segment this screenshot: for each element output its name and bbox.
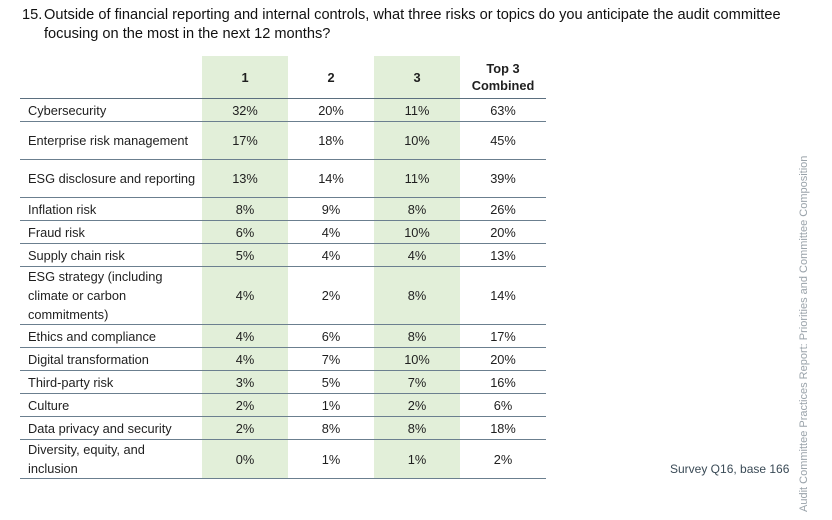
rank-1-value: 17% [202,121,288,160]
rank-2-value: 4% [288,243,374,267]
header-label-column [20,56,202,99]
top3-combined-value: 17% [460,324,546,348]
rank-1-value: 6% [202,220,288,244]
rank-3-value: 11% [374,159,460,198]
top3-combined-value: 6% [460,393,546,417]
rank-3-value: 8% [374,266,460,325]
table-row: Diversity, equity, and inclusion 0% 1% 1% 2% [20,439,546,479]
rank-1-value: 2% [202,416,288,440]
top3-combined-value: 20% [460,347,546,371]
table-row: ESG strategy (including climate or carbo… [20,266,546,325]
rank-2-value: 14% [288,159,374,198]
rank-3-value: 8% [374,416,460,440]
rank-1-value: 2% [202,393,288,417]
row-label: Third-party risk [20,370,202,394]
table-row: Supply chain risk 5% 4% 4% 13% [20,243,546,267]
rank-1-value: 8% [202,197,288,221]
row-label: Digital transformation [20,347,202,371]
row-label: Enterprise risk management [20,121,202,160]
row-label: ESG strategy (including climate or carbo… [20,266,202,325]
top3-combined-value: 39% [460,159,546,198]
rank-1-value: 32% [202,98,288,122]
table-row: Fraud risk 6% 4% 10% 20% [20,220,546,244]
row-label: Ethics and compliance [20,324,202,348]
rank-2-value: 6% [288,324,374,348]
table-row: Cybersecurity 32% 20% 11% 63% [20,98,546,122]
table-header-row: 1 2 3 Top 3 Combined [20,56,546,99]
header-rank-2: 2 [327,69,335,85]
top3-combined-value: 18% [460,416,546,440]
row-label: Diversity, equity, and inclusion [20,439,202,479]
survey-source-note: Survey Q16, base 166 [670,462,790,476]
rank-1-value: 0% [202,439,288,479]
row-label: Data privacy and security [20,416,202,440]
top3-combined-value: 63% [460,98,546,122]
rank-3-value: 4% [374,243,460,267]
top3-combined-value: 26% [460,197,546,221]
rank-2-value: 2% [288,266,374,325]
top3-combined-value: 14% [460,266,546,325]
rank-2-value: 4% [288,220,374,244]
table-row: Culture 2% 1% 2% 6% [20,393,546,417]
table-row: Inflation risk 8% 9% 8% 26% [20,197,546,221]
table-row: Enterprise risk management 17% 18% 10% 45% [20,121,546,160]
row-label: Fraud risk [20,220,202,244]
rank-3-value: 1% [374,439,460,479]
rank-1-value: 3% [202,370,288,394]
rank-3-value: 10% [374,121,460,160]
rank-3-value: 8% [374,324,460,348]
row-label: Inflation risk [20,197,202,221]
rank-3-value: 10% [374,347,460,371]
row-label: ESG disclosure and reporting [20,159,202,198]
table-row: Digital transformation 4% 7% 10% 20% [20,347,546,371]
rank-2-value: 1% [288,439,374,479]
rank-2-value: 18% [288,121,374,160]
rank-2-value: 5% [288,370,374,394]
rank-2-value: 9% [288,197,374,221]
rank-3-value: 11% [374,98,460,122]
rank-1-value: 4% [202,347,288,371]
top3-combined-value: 20% [460,220,546,244]
rank-1-value: 5% [202,243,288,267]
rank-2-value: 8% [288,416,374,440]
rank-2-value: 20% [288,98,374,122]
rank-2-value: 1% [288,393,374,417]
rank-2-value: 7% [288,347,374,371]
rank-1-value: 13% [202,159,288,198]
row-label: Supply chain risk [20,243,202,267]
rank-3-value: 2% [374,393,460,417]
rank-1-value: 4% [202,266,288,325]
top3-combined-value: 13% [460,243,546,267]
rank-1-value: 4% [202,324,288,348]
row-label: Culture [20,393,202,417]
question-text: Outside of financial reporting and inter… [44,7,781,42]
top3-combined-value: 16% [460,370,546,394]
question-number: 15. [22,7,43,23]
row-label: Cybersecurity [20,98,202,122]
rank-3-value: 7% [374,370,460,394]
rank-3-value: 8% [374,197,460,221]
top3-combined-value: 45% [460,121,546,160]
top3-combined-value: 2% [460,439,546,479]
header-top3-combined: Top 3 Combined [471,61,535,93]
rank-3-value: 10% [374,220,460,244]
results-table: 1 2 3 Top 3 Combined Cybersecurity 32% 20% 1… [20,56,546,479]
table-row: Third-party risk 3% 5% 7% 16% [20,370,546,394]
header-rank-3: 3 [413,69,421,85]
report-side-title: Audit Committee Practices Report: Priori… [798,155,810,512]
header-rank-1: 1 [241,69,249,85]
table-row: Data privacy and security 2% 8% 8% 18% [20,416,546,440]
table-row: ESG disclosure and reporting 13% 14% 11% 39% [20,159,546,198]
question-heading: 15. Outside of financial reporting and i… [22,6,802,44]
table-row: Ethics and compliance 4% 6% 8% 17% [20,324,546,348]
